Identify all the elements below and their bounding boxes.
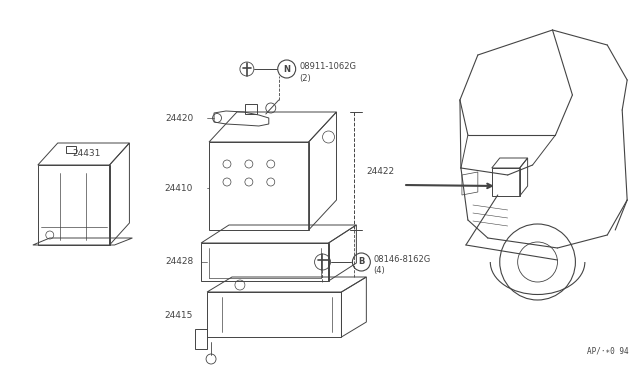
Text: 08911-1062G: 08911-1062G — [300, 61, 356, 71]
Text: (4): (4) — [373, 266, 385, 276]
Text: 24428: 24428 — [165, 257, 193, 266]
Text: 08146-8162G: 08146-8162G — [373, 254, 431, 263]
Text: 24431: 24431 — [72, 149, 100, 158]
Text: B: B — [358, 257, 365, 266]
Text: 24415: 24415 — [164, 311, 193, 320]
Text: AP/·∗0 94: AP/·∗0 94 — [588, 346, 629, 355]
Text: (2): (2) — [300, 74, 312, 83]
Text: 24422: 24422 — [366, 167, 394, 176]
Text: 24410: 24410 — [164, 183, 193, 192]
Text: 24420: 24420 — [165, 113, 193, 122]
Text: N: N — [284, 64, 290, 74]
